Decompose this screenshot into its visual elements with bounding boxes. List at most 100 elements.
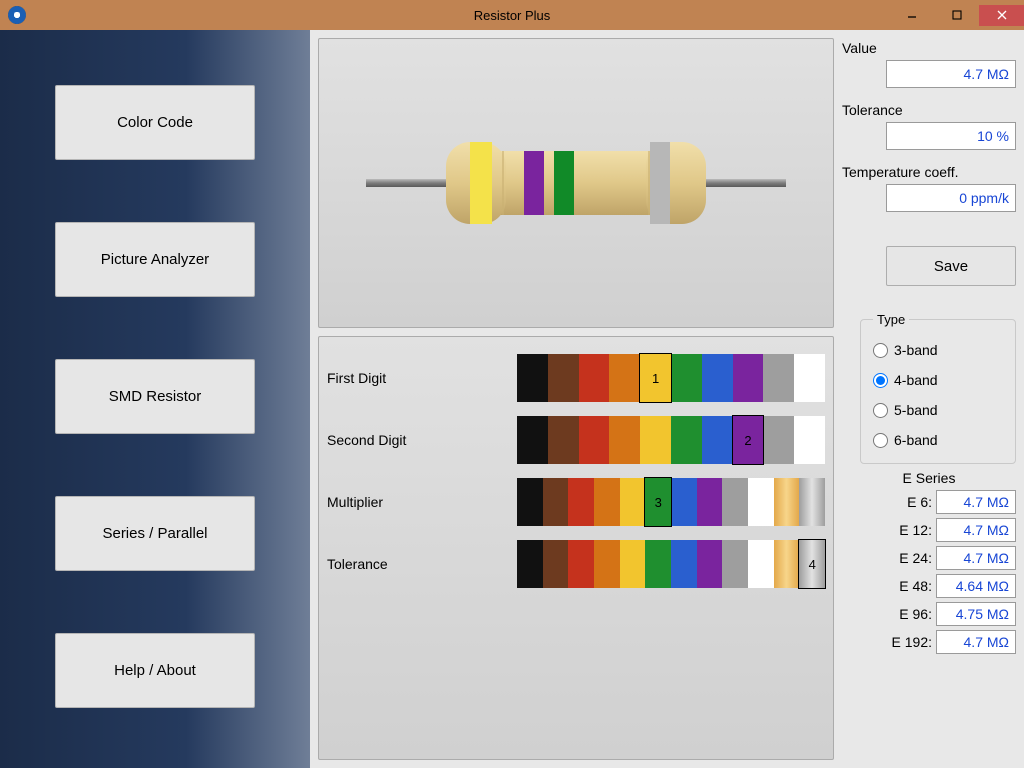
color-swatch[interactable] — [548, 354, 579, 402]
color-swatch[interactable] — [748, 540, 774, 588]
eseries-value[interactable] — [936, 546, 1016, 570]
sidebar: Color Code Picture Analyzer SMD Resistor Se… — [0, 30, 310, 768]
type-option[interactable]: 3-band — [873, 335, 1007, 365]
value-output[interactable] — [886, 60, 1016, 88]
color-swatch[interactable] — [517, 354, 548, 402]
color-swatch[interactable]: 3 — [645, 478, 671, 526]
type-option[interactable]: 5-band — [873, 395, 1007, 425]
app-icon — [8, 6, 26, 24]
color-swatch[interactable] — [702, 354, 733, 402]
color-swatch[interactable] — [748, 478, 774, 526]
eseries-row: E 48: — [842, 572, 1016, 600]
nav-button[interactable]: Help / About — [55, 633, 255, 708]
color-swatch[interactable] — [579, 354, 610, 402]
color-swatch[interactable] — [774, 540, 800, 588]
band-row: Tolerance4 — [327, 533, 825, 595]
eseries-value[interactable] — [936, 518, 1016, 542]
nav-button[interactable]: Picture Analyzer — [55, 222, 255, 297]
resistor-band — [554, 151, 574, 215]
color-swatch[interactable] — [543, 478, 569, 526]
color-swatch[interactable] — [517, 478, 543, 526]
color-swatch[interactable]: 4 — [799, 540, 825, 588]
color-swatch[interactable] — [517, 416, 548, 464]
color-swatch[interactable] — [645, 540, 671, 588]
color-swatch[interactable] — [543, 540, 569, 588]
tempco-label: Temperature coeff. — [842, 164, 1016, 180]
value-label: Value — [842, 40, 1016, 56]
type-radio[interactable] — [873, 343, 888, 358]
maximize-button[interactable] — [934, 5, 979, 26]
app-window: Resistor Plus Color Code Picture Analyzer… — [0, 0, 1024, 768]
resistor-band — [524, 151, 544, 215]
type-legend: Type — [873, 312, 909, 327]
color-swatch[interactable] — [794, 416, 825, 464]
eseries-row: E 24: — [842, 544, 1016, 572]
eseries-value[interactable] — [936, 602, 1016, 626]
color-swatch[interactable] — [609, 354, 640, 402]
band-selector-panel: First Digit 1 Second Digit 2 Multiplier3Tole… — [318, 336, 834, 760]
resistor-view-panel — [318, 38, 834, 328]
color-swatch[interactable] — [671, 540, 697, 588]
color-swatch[interactable] — [620, 478, 646, 526]
color-swatch[interactable] — [794, 354, 825, 402]
swatch-strip: 2 — [517, 416, 825, 464]
band-row-label: First Digit — [327, 370, 517, 386]
main-area: First Digit 1 Second Digit 2 Multiplier3Tole… — [310, 30, 1024, 768]
minimize-button[interactable] — [889, 5, 934, 26]
color-swatch[interactable] — [568, 478, 594, 526]
color-swatch[interactable] — [594, 540, 620, 588]
eseries-label: E 12: — [884, 522, 932, 538]
color-swatch[interactable]: 2 — [733, 416, 764, 464]
color-swatch[interactable] — [697, 478, 723, 526]
color-swatch[interactable] — [671, 416, 702, 464]
color-swatch[interactable] — [702, 416, 733, 464]
nav-button[interactable]: Color Code — [55, 85, 255, 160]
color-swatch[interactable] — [763, 416, 794, 464]
eseries-value[interactable] — [936, 630, 1016, 654]
nav-button[interactable]: Series / Parallel — [55, 496, 255, 571]
type-option[interactable]: 6-band — [873, 425, 1007, 455]
eseries-row: E 12: — [842, 516, 1016, 544]
color-swatch[interactable] — [548, 416, 579, 464]
type-option[interactable]: 4-band — [873, 365, 1007, 395]
color-swatch[interactable] — [722, 540, 748, 588]
color-swatch[interactable] — [640, 416, 671, 464]
color-swatch[interactable] — [671, 478, 697, 526]
eseries-label: E 96: — [884, 606, 932, 622]
color-swatch[interactable] — [799, 478, 825, 526]
color-swatch[interactable] — [774, 478, 800, 526]
color-swatch[interactable] — [568, 540, 594, 588]
color-swatch[interactable] — [517, 540, 543, 588]
band-row: Multiplier3 — [327, 471, 825, 533]
titlebar: Resistor Plus — [0, 0, 1024, 30]
color-swatch[interactable] — [722, 478, 748, 526]
type-radio[interactable] — [873, 403, 888, 418]
tolerance-output[interactable] — [886, 122, 1016, 150]
eseries-value[interactable] — [936, 490, 1016, 514]
type-radio[interactable] — [873, 373, 888, 388]
eseries-label: E 24: — [884, 550, 932, 566]
right-column: Value Tolerance Temperature coeff. Save … — [842, 38, 1016, 760]
color-swatch[interactable] — [671, 354, 702, 402]
color-swatch[interactable] — [579, 416, 610, 464]
save-button[interactable]: Save — [886, 246, 1016, 286]
eseries-value[interactable] — [936, 574, 1016, 598]
color-swatch[interactable] — [697, 540, 723, 588]
nav-button[interactable]: SMD Resistor — [55, 359, 255, 434]
color-swatch[interactable] — [620, 540, 646, 588]
color-swatch[interactable] — [609, 416, 640, 464]
swatch-marker: 3 — [645, 478, 671, 526]
tempco-output[interactable] — [886, 184, 1016, 212]
band-row-label: Second Digit — [327, 432, 517, 448]
close-button[interactable] — [979, 5, 1024, 26]
color-swatch[interactable] — [733, 354, 764, 402]
color-swatch[interactable] — [594, 478, 620, 526]
band-row: Second Digit 2 — [327, 409, 825, 471]
band-row: First Digit 1 — [327, 347, 825, 409]
type-option-label: 3-band — [894, 342, 938, 358]
resistor-band — [650, 142, 670, 224]
type-option-label: 6-band — [894, 432, 938, 448]
type-radio[interactable] — [873, 433, 888, 448]
color-swatch[interactable]: 1 — [640, 354, 671, 402]
color-swatch[interactable] — [763, 354, 794, 402]
